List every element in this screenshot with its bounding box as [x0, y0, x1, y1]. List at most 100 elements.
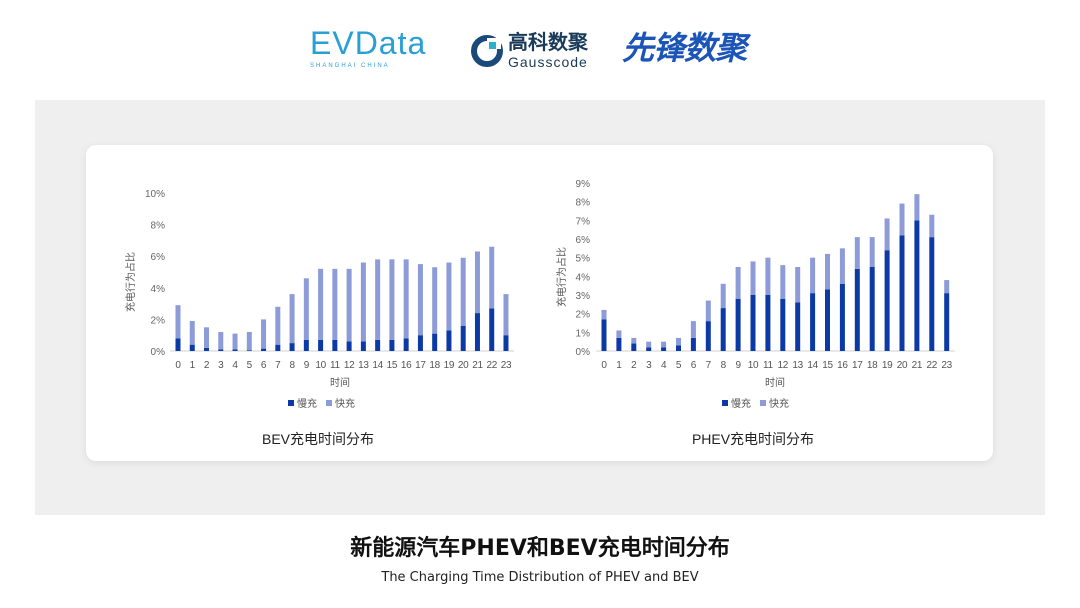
x-tick-label: 7	[275, 360, 281, 371]
x-tick-label: 0	[601, 360, 607, 371]
y-tick-label: 3%	[576, 291, 591, 302]
bar-fast	[616, 330, 622, 338]
x-tick-label: 19	[882, 360, 893, 371]
bar-slow	[403, 338, 409, 351]
bar-fast	[375, 259, 381, 340]
bar-fast	[869, 237, 875, 267]
x-tick-label: 1	[616, 360, 622, 371]
bar-fast	[332, 268, 338, 340]
x-tick-label: 13	[358, 360, 369, 371]
bar-slow	[474, 313, 480, 351]
gausscode-logo: 高科数聚 Gausscode	[470, 32, 588, 70]
bar-fast	[735, 267, 741, 299]
x-tick-label: 3	[646, 360, 652, 371]
bar-fast	[432, 267, 438, 334]
x-tick-label: 10	[315, 360, 326, 371]
page-title: 新能源汽车PHEV和BEV充电时间分布	[350, 536, 730, 561]
x-tick-label: 10	[748, 360, 759, 371]
bar-fast	[261, 319, 267, 349]
x-tick-label: 12	[778, 360, 789, 371]
bar-slow	[303, 339, 309, 351]
x-tick-label: 2	[204, 360, 210, 371]
bar-fast	[944, 280, 950, 294]
x-tick-label: 9	[735, 360, 741, 371]
bar-fast	[446, 262, 452, 331]
x-tick-label: 3	[218, 360, 224, 371]
x-tick-label: 9	[304, 360, 310, 371]
x-tick-label: 20	[897, 360, 908, 371]
bar-slow	[661, 347, 667, 351]
bar-fast	[661, 341, 667, 348]
x-tick-label: 6	[261, 360, 267, 371]
y-axis-title: 充电行为占比	[555, 247, 568, 307]
bar-fast	[646, 341, 652, 348]
y-tick-label: 2%	[151, 315, 166, 326]
bar-fast	[690, 321, 696, 338]
x-tick-label: 11	[330, 360, 341, 371]
bar-slow	[360, 341, 366, 351]
bar-fast	[810, 257, 816, 294]
x-tick-label: 15	[387, 360, 398, 371]
x-tick-label: 12	[344, 360, 355, 371]
bar-slow	[601, 319, 607, 351]
bar-slow	[914, 220, 920, 351]
y-tick-label: 2%	[576, 310, 591, 321]
bar-fast	[246, 332, 252, 351]
x-tick-label: 20	[458, 360, 469, 371]
y-tick-label: 0%	[151, 347, 166, 358]
bar-slow	[417, 335, 423, 351]
x-tick-label: 6	[691, 360, 697, 371]
x-tick-label: 18	[429, 360, 440, 371]
xianfeng-logo: 先锋数聚	[622, 30, 747, 66]
y-tick-label: 8%	[576, 198, 591, 209]
x-tick-label: 19	[444, 360, 455, 371]
bar-slow	[432, 333, 438, 351]
bar-fast	[854, 237, 860, 269]
y-tick-label: 0%	[576, 347, 591, 358]
bar-slow	[810, 293, 816, 351]
y-tick-label: 8%	[151, 221, 166, 232]
bar-fast	[489, 246, 495, 309]
x-tick-label: 16	[401, 360, 412, 371]
bar-fast	[460, 257, 466, 326]
bar-fast	[503, 294, 509, 336]
bar-slow	[884, 250, 890, 351]
x-tick-label: 8	[721, 360, 727, 371]
bar-slow	[929, 237, 935, 351]
bar-fast	[929, 214, 935, 238]
bar-slow	[765, 295, 771, 351]
bar-slow	[275, 344, 281, 351]
x-tick-label: 2	[631, 360, 637, 371]
bar-fast	[389, 259, 395, 340]
bar-fast	[795, 267, 801, 303]
x-tick-label: 22	[927, 360, 938, 371]
bar-fast	[631, 337, 637, 344]
bar-fast	[825, 253, 830, 290]
legend-label: 慢充	[731, 397, 751, 410]
bar-fast	[899, 203, 905, 236]
bar-fast	[601, 309, 607, 320]
bar-fast	[232, 333, 238, 350]
x-tick-label: 5	[676, 360, 682, 371]
bar-slow	[204, 347, 210, 351]
bar-slow	[825, 289, 830, 351]
chart-title: BEV充电时间分布	[262, 431, 374, 447]
x-axis-title: 时间	[765, 376, 785, 389]
bar-fast	[275, 306, 281, 345]
bar-fast	[474, 251, 480, 314]
bar-slow	[375, 339, 381, 351]
bar-slow	[446, 330, 452, 351]
x-tick-label: 4	[232, 360, 238, 371]
bar-slow	[175, 338, 181, 351]
y-tick-label: 4%	[151, 284, 166, 295]
y-tick-label: 5%	[576, 254, 591, 265]
x-tick-label: 1	[190, 360, 196, 371]
x-tick-label: 23	[941, 360, 952, 371]
x-tick-label: 5	[247, 360, 253, 371]
y-tick-label: 9%	[576, 179, 591, 190]
bar-fast	[303, 278, 309, 340]
x-tick-label: 22	[486, 360, 497, 371]
bar-slow	[869, 267, 875, 351]
legend-swatch-slow	[288, 400, 294, 406]
x-tick-label: 18	[867, 360, 878, 371]
